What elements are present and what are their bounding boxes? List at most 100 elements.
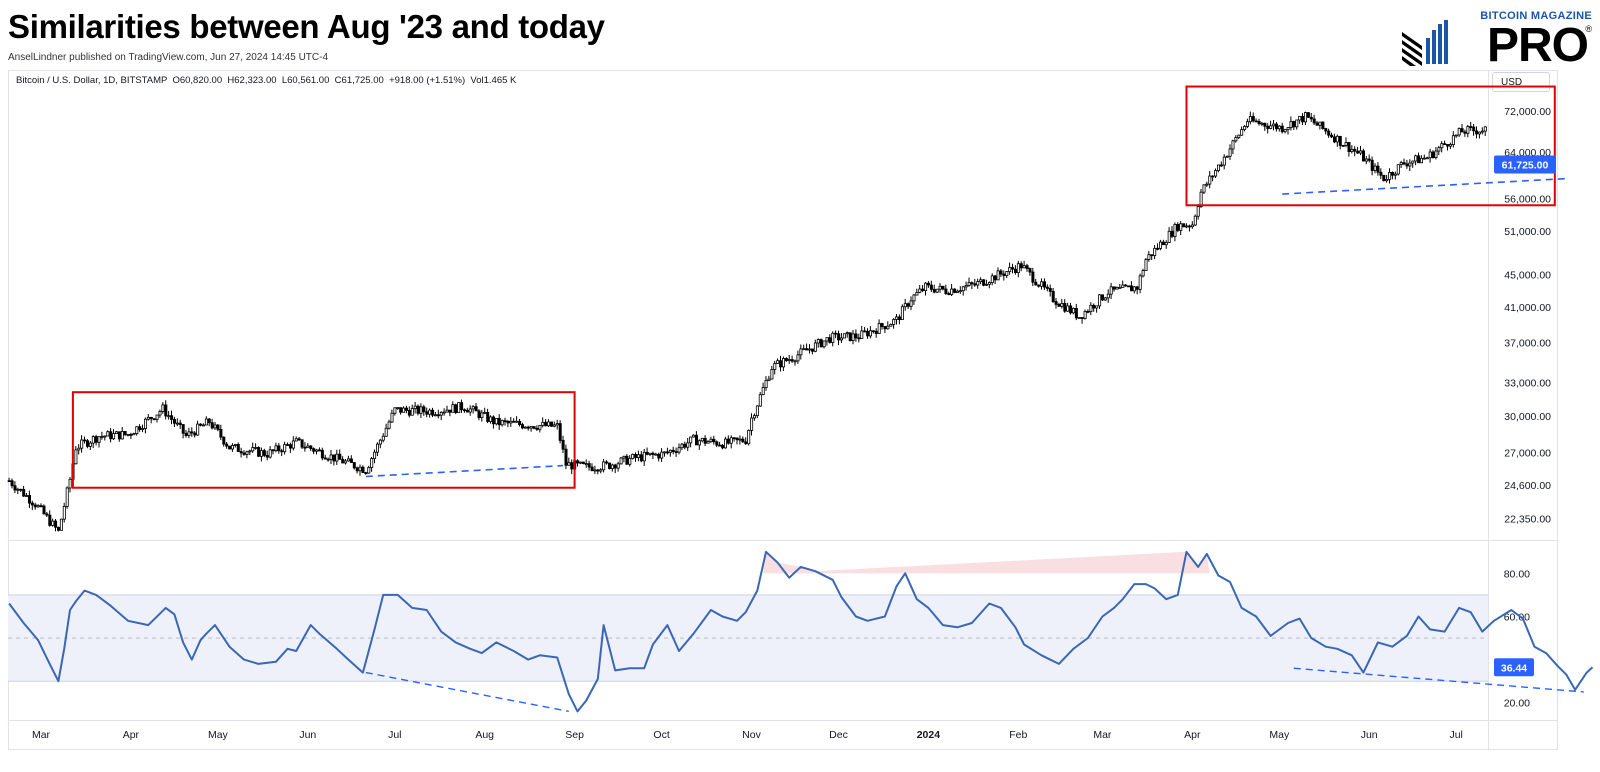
- candle-body: [242, 452, 246, 455]
- candle-body: [230, 445, 234, 450]
- candle-body: [1098, 294, 1102, 307]
- candle-body: [300, 439, 304, 448]
- candle-body: [1095, 305, 1099, 309]
- currency-button[interactable]: USD: [1492, 72, 1550, 92]
- candle-body: [587, 463, 591, 468]
- candle-body: [773, 363, 777, 370]
- candle-body: [309, 445, 313, 450]
- candle-body: [787, 359, 791, 362]
- candle-body: [1112, 286, 1116, 290]
- candle-body: [33, 504, 37, 508]
- candle-body: [610, 464, 614, 469]
- candle-body: [654, 453, 658, 456]
- candle-body: [866, 330, 870, 337]
- candle-body: [1141, 270, 1145, 277]
- candle-body: [445, 409, 449, 413]
- candle-body: [851, 333, 855, 342]
- candle-body: [257, 447, 261, 457]
- candle-body: [579, 461, 583, 464]
- candle-body: [1202, 184, 1206, 193]
- candle-body: [1449, 144, 1453, 147]
- candle-body: [196, 423, 200, 436]
- candle-body: [1260, 122, 1264, 125]
- candle-body: [22, 489, 26, 497]
- candle-body: [1228, 148, 1232, 157]
- candle-body: [1309, 116, 1313, 120]
- candle-body: [1069, 305, 1073, 314]
- candle-body: [1127, 285, 1131, 288]
- candle-body: [497, 418, 501, 426]
- candle-body: [1483, 126, 1487, 132]
- candle-body: [54, 520, 58, 528]
- candle-body: [628, 458, 632, 465]
- candle-body: [857, 337, 861, 340]
- candle-body: [178, 422, 182, 425]
- candle-body: [486, 411, 490, 422]
- candle-body: [97, 436, 101, 443]
- candle-body: [837, 333, 841, 341]
- candle-body: [651, 452, 655, 455]
- candle-body: [489, 416, 493, 422]
- candle-body: [390, 412, 394, 423]
- price-tick-label: 56,000.00: [1504, 193, 1551, 205]
- candle-body: [1040, 281, 1044, 287]
- candle-body: [1121, 284, 1125, 288]
- candle-body: [1159, 241, 1163, 249]
- candle-body: [451, 404, 455, 413]
- candle-body: [1304, 112, 1308, 123]
- candle-body: [695, 434, 699, 446]
- price-tick-label: 30,000.00: [1504, 411, 1551, 423]
- candle-body: [729, 437, 733, 444]
- candle-body: [1083, 310, 1087, 319]
- candle-body: [477, 410, 481, 418]
- candle-body: [1179, 223, 1183, 231]
- current-range-box: [1185, 85, 1556, 207]
- candle-body: [1008, 267, 1012, 272]
- candle-body: [13, 485, 17, 491]
- time-axis-label: May: [1269, 729, 1290, 741]
- candle-body: [523, 426, 527, 429]
- candle-body: [535, 427, 539, 430]
- candle-body: [1318, 121, 1322, 126]
- candle-body: [1132, 286, 1136, 292]
- rsi-overbought-fill: [763, 551, 1210, 574]
- candle-body: [657, 453, 661, 459]
- candle-body: [848, 332, 852, 342]
- candle-body: [1431, 151, 1435, 159]
- aug-23-range-box: [71, 391, 576, 489]
- candle-body: [1370, 159, 1374, 171]
- candle-body: [346, 458, 350, 462]
- candle-body: [1124, 284, 1128, 287]
- candle-body: [352, 462, 356, 469]
- candle-body: [45, 513, 49, 516]
- candle-body: [120, 431, 124, 440]
- candle-body: [697, 440, 701, 446]
- candle-body: [1422, 157, 1426, 160]
- candle-body: [663, 451, 667, 454]
- candle-body: [924, 282, 928, 291]
- time-axis-label: Apr: [123, 729, 140, 741]
- candle-body: [115, 431, 119, 435]
- candle-body: [1138, 275, 1142, 290]
- candle-body: [790, 359, 794, 362]
- candle-body: [1135, 286, 1139, 290]
- candle-body: [16, 488, 20, 491]
- candle-body: [642, 451, 646, 462]
- candle-body: [190, 431, 194, 434]
- candle-body: [605, 461, 609, 464]
- candle-body: [402, 407, 406, 413]
- candle-body: [410, 408, 414, 416]
- candle-body: [1344, 142, 1348, 146]
- candle-body: [1417, 155, 1421, 164]
- candle-body: [1475, 130, 1479, 135]
- candle-body: [36, 505, 40, 508]
- candle-body: [1379, 171, 1383, 176]
- candle-body: [622, 455, 626, 459]
- candle-body: [161, 404, 165, 412]
- time-axis-label: Mar: [1093, 729, 1112, 741]
- candle-body: [784, 358, 788, 362]
- candle-body: [921, 288, 925, 291]
- candle-body: [1208, 175, 1212, 185]
- candle-body: [239, 451, 243, 454]
- candle-body: [886, 325, 890, 330]
